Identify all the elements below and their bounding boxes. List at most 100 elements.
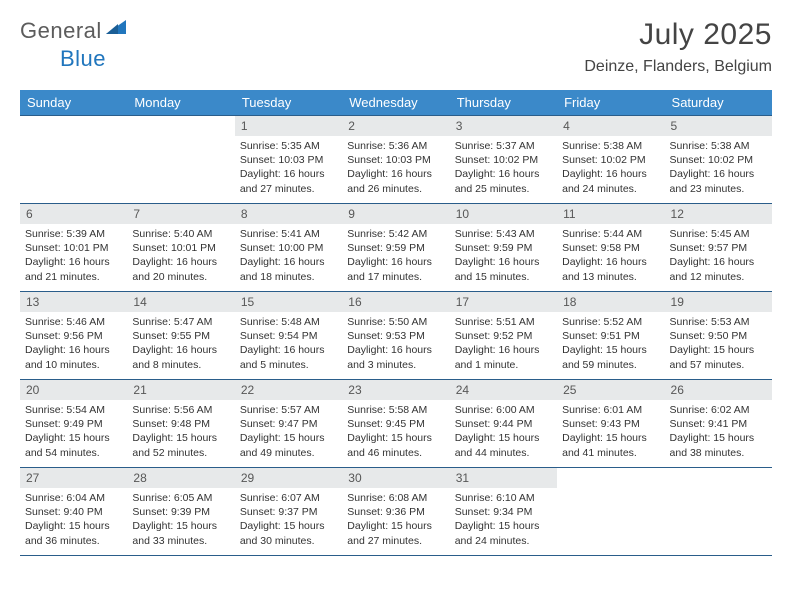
calendar-week-row: 20Sunrise: 5:54 AMSunset: 9:49 PMDayligh… — [20, 380, 772, 468]
sunset-line: Sunset: 9:59 PM — [455, 241, 552, 255]
sunset-line: Sunset: 9:48 PM — [132, 417, 229, 431]
calendar-cell: 28Sunrise: 6:05 AMSunset: 9:39 PMDayligh… — [127, 468, 234, 556]
calendar-cell: 21Sunrise: 5:56 AMSunset: 9:48 PMDayligh… — [127, 380, 234, 468]
sunrise-line: Sunrise: 5:39 AM — [25, 227, 122, 241]
day-number: 12 — [665, 204, 772, 224]
daylight-line: Daylight: 16 hours and 25 minutes. — [455, 167, 552, 195]
calendar-cell: 4Sunrise: 5:38 AMSunset: 10:02 PMDayligh… — [557, 116, 664, 204]
day-number: 28 — [127, 468, 234, 488]
day-number: 1 — [235, 116, 342, 136]
day-number: 29 — [235, 468, 342, 488]
sunrise-line: Sunrise: 6:07 AM — [240, 491, 337, 505]
sunset-line: Sunset: 9:47 PM — [240, 417, 337, 431]
sunset-line: Sunset: 9:55 PM — [132, 329, 229, 343]
sunset-line: Sunset: 10:02 PM — [670, 153, 767, 167]
sunset-line: Sunset: 9:44 PM — [455, 417, 552, 431]
day-number: 26 — [665, 380, 772, 400]
calendar-cell: 16Sunrise: 5:50 AMSunset: 9:53 PMDayligh… — [342, 292, 449, 380]
sunrise-line: Sunrise: 5:45 AM — [670, 227, 767, 241]
day-number: 5 — [665, 116, 772, 136]
sunrise-line: Sunrise: 5:52 AM — [562, 315, 659, 329]
sunrise-line: Sunrise: 5:48 AM — [240, 315, 337, 329]
sunrise-line: Sunrise: 5:41 AM — [240, 227, 337, 241]
sunrise-line: Sunrise: 6:05 AM — [132, 491, 229, 505]
day-number: 30 — [342, 468, 449, 488]
location: Deinze, Flanders, Belgium — [584, 58, 772, 76]
calendar-cell: 6Sunrise: 5:39 AMSunset: 10:01 PMDayligh… — [20, 204, 127, 292]
day-info: Sunrise: 5:43 AMSunset: 9:59 PMDaylight:… — [450, 224, 557, 288]
sunrise-line: Sunrise: 5:36 AM — [347, 139, 444, 153]
day-info: Sunrise: 5:44 AMSunset: 9:58 PMDaylight:… — [557, 224, 664, 288]
day-info: Sunrise: 5:40 AMSunset: 10:01 PMDaylight… — [127, 224, 234, 288]
sunset-line: Sunset: 9:53 PM — [347, 329, 444, 343]
day-number: 27 — [20, 468, 127, 488]
daylight-line: Daylight: 15 hours and 38 minutes. — [670, 431, 767, 459]
day-info: Sunrise: 6:08 AMSunset: 9:36 PMDaylight:… — [342, 488, 449, 552]
sunrise-line: Sunrise: 5:35 AM — [240, 139, 337, 153]
day-info: Sunrise: 5:50 AMSunset: 9:53 PMDaylight:… — [342, 312, 449, 376]
sunset-line: Sunset: 10:03 PM — [347, 153, 444, 167]
daylight-line: Daylight: 16 hours and 1 minute. — [455, 343, 552, 371]
day-header: Wednesday — [342, 90, 449, 116]
sunset-line: Sunset: 9:37 PM — [240, 505, 337, 519]
calendar-cell: 10Sunrise: 5:43 AMSunset: 9:59 PMDayligh… — [450, 204, 557, 292]
day-info: Sunrise: 5:51 AMSunset: 9:52 PMDaylight:… — [450, 312, 557, 376]
daylight-line: Daylight: 15 hours and 52 minutes. — [132, 431, 229, 459]
calendar-cell: 11Sunrise: 5:44 AMSunset: 9:58 PMDayligh… — [557, 204, 664, 292]
sunrise-line: Sunrise: 5:46 AM — [25, 315, 122, 329]
day-number: 2 — [342, 116, 449, 136]
daylight-line: Daylight: 15 hours and 36 minutes. — [25, 519, 122, 547]
sunset-line: Sunset: 10:01 PM — [25, 241, 122, 255]
sunset-line: Sunset: 9:41 PM — [670, 417, 767, 431]
daylight-line: Daylight: 15 hours and 57 minutes. — [670, 343, 767, 371]
calendar-cell: 8Sunrise: 5:41 AMSunset: 10:00 PMDayligh… — [235, 204, 342, 292]
day-number: 18 — [557, 292, 664, 312]
day-info: Sunrise: 5:56 AMSunset: 9:48 PMDaylight:… — [127, 400, 234, 464]
sunrise-line: Sunrise: 6:08 AM — [347, 491, 444, 505]
calendar-week-row: 27Sunrise: 6:04 AMSunset: 9:40 PMDayligh… — [20, 468, 772, 556]
day-info: Sunrise: 5:45 AMSunset: 9:57 PMDaylight:… — [665, 224, 772, 288]
day-number: 4 — [557, 116, 664, 136]
sunset-line: Sunset: 9:57 PM — [670, 241, 767, 255]
day-info: Sunrise: 5:42 AMSunset: 9:59 PMDaylight:… — [342, 224, 449, 288]
day-number: 7 — [127, 204, 234, 224]
sunrise-line: Sunrise: 5:50 AM — [347, 315, 444, 329]
sunrise-line: Sunrise: 5:51 AM — [455, 315, 552, 329]
day-info: Sunrise: 6:00 AMSunset: 9:44 PMDaylight:… — [450, 400, 557, 464]
sunrise-line: Sunrise: 5:57 AM — [240, 403, 337, 417]
sunrise-line: Sunrise: 5:40 AM — [132, 227, 229, 241]
calendar-cell: 5Sunrise: 5:38 AMSunset: 10:02 PMDayligh… — [665, 116, 772, 204]
logo-word2: Blue — [60, 46, 106, 71]
logo-word1: General — [20, 18, 102, 44]
sunrise-line: Sunrise: 6:02 AM — [670, 403, 767, 417]
daylight-line: Daylight: 15 hours and 41 minutes. — [562, 431, 659, 459]
calendar-week-row: 13Sunrise: 5:46 AMSunset: 9:56 PMDayligh… — [20, 292, 772, 380]
calendar-cell: 24Sunrise: 6:00 AMSunset: 9:44 PMDayligh… — [450, 380, 557, 468]
daylight-line: Daylight: 15 hours and 27 minutes. — [347, 519, 444, 547]
day-info: Sunrise: 5:58 AMSunset: 9:45 PMDaylight:… — [342, 400, 449, 464]
sunrise-line: Sunrise: 6:01 AM — [562, 403, 659, 417]
calendar-cell: 27Sunrise: 6:04 AMSunset: 9:40 PMDayligh… — [20, 468, 127, 556]
daylight-line: Daylight: 15 hours and 24 minutes. — [455, 519, 552, 547]
calendar-cell — [665, 468, 772, 556]
day-header: Thursday — [450, 90, 557, 116]
day-header: Sunday — [20, 90, 127, 116]
day-number: 3 — [450, 116, 557, 136]
calendar-cell: 20Sunrise: 5:54 AMSunset: 9:49 PMDayligh… — [20, 380, 127, 468]
sunset-line: Sunset: 10:02 PM — [455, 153, 552, 167]
calendar-cell — [557, 468, 664, 556]
sunrise-line: Sunrise: 5:43 AM — [455, 227, 552, 241]
day-header: Saturday — [665, 90, 772, 116]
calendar-cell: 9Sunrise: 5:42 AMSunset: 9:59 PMDaylight… — [342, 204, 449, 292]
daylight-line: Daylight: 16 hours and 8 minutes. — [132, 343, 229, 371]
calendar-cell: 23Sunrise: 5:58 AMSunset: 9:45 PMDayligh… — [342, 380, 449, 468]
calendar-body: 1 Sunrise: 5:35 AM Sunset: 10:03 PM Dayligh… — [20, 116, 772, 556]
day-number: 15 — [235, 292, 342, 312]
daylight-line: Daylight: 15 hours and 59 minutes. — [562, 343, 659, 371]
daylight-line: Daylight: 16 hours and 3 minutes. — [347, 343, 444, 371]
day-header: Tuesday — [235, 90, 342, 116]
sunrise-line: Sunrise: 5:38 AM — [562, 139, 659, 153]
daylight-line: Daylight: 15 hours and 30 minutes. — [240, 519, 337, 547]
day-header-row: Sunday Monday Tuesday Wednesday Thursday… — [20, 90, 772, 116]
calendar-cell: 14Sunrise: 5:47 AMSunset: 9:55 PMDayligh… — [127, 292, 234, 380]
